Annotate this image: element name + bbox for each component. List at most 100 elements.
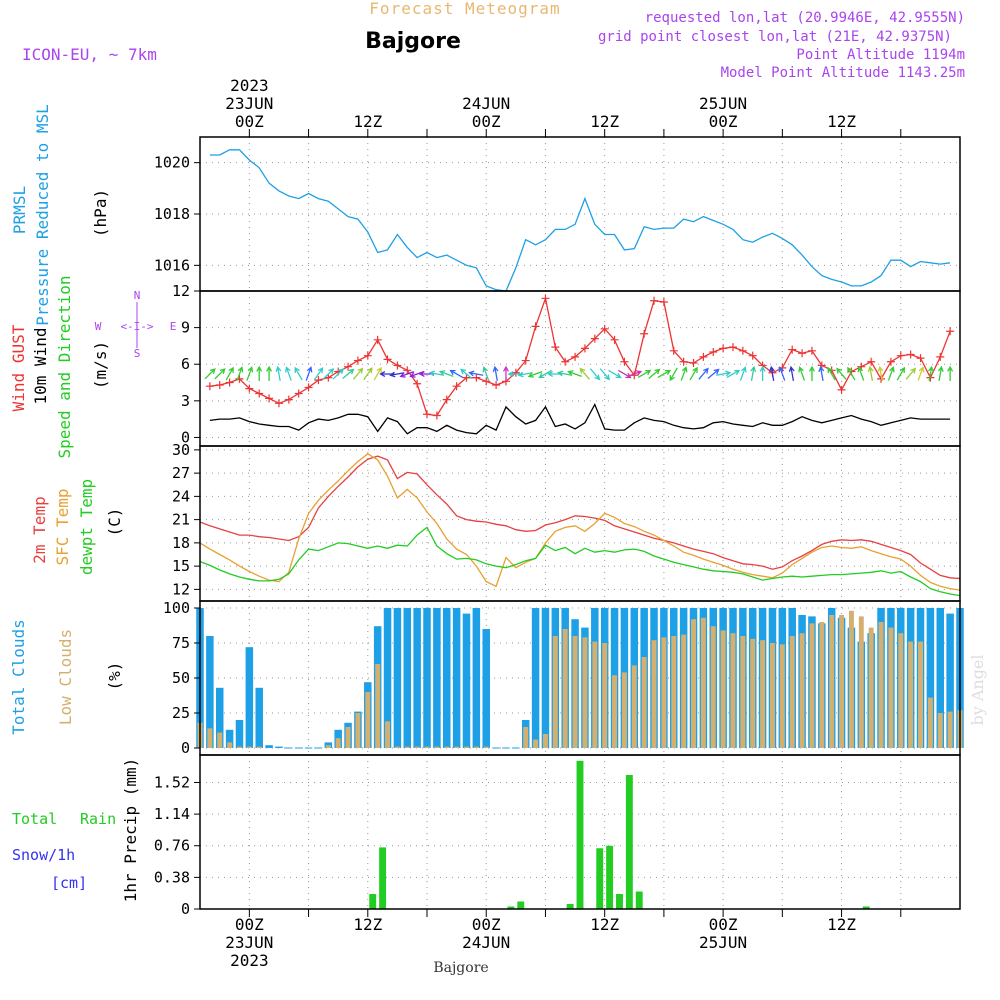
- gust-marker: [403, 366, 412, 375]
- wind-arrow: [648, 368, 661, 379]
- gust-marker: [521, 356, 530, 365]
- gust-marker: [235, 374, 244, 383]
- gust-marker: [255, 389, 264, 398]
- gust-marker: [353, 356, 362, 365]
- y-tick-label: 1.14: [154, 805, 190, 823]
- gust-marker: [314, 376, 323, 385]
- total-cloud-bar: [245, 647, 254, 748]
- low-cloud-bar: [730, 633, 736, 748]
- low-cloud-bar: [829, 615, 835, 748]
- wind-arrow: [857, 366, 865, 381]
- low-cloud-bar: [592, 641, 598, 748]
- temp-dewpt-line: [199, 526, 961, 597]
- wind-compass: N S W E <-I->: [95, 289, 177, 360]
- wind-arrow: [669, 367, 678, 382]
- gust-marker: [432, 411, 441, 420]
- pressure-label-msl: Pressure Reduced to MSL: [33, 104, 52, 326]
- wind-arrow: [778, 366, 786, 381]
- gust-marker: [363, 351, 372, 360]
- low-cloud-bar: [651, 640, 657, 748]
- compass-north: N: [134, 289, 141, 302]
- wind-arrow: [657, 369, 672, 379]
- total-cloud-bar: [403, 608, 412, 748]
- y-tick-label: 9: [181, 319, 190, 337]
- y-tick-label: 0: [181, 428, 190, 446]
- low-cloud-bar: [858, 616, 864, 748]
- wind-arrow: [827, 366, 836, 381]
- total-cloud-bar: [482, 629, 490, 748]
- low-cloud-bar: [227, 742, 233, 748]
- precip-bar: [576, 760, 584, 909]
- low-cloud-bar: [700, 617, 706, 748]
- wind-arrow: [399, 370, 415, 378]
- precip-label-rain: Rain: [80, 810, 116, 828]
- y-tick-label: 18: [172, 534, 190, 552]
- y-tick-label: 1018: [154, 205, 190, 223]
- y-tick-label: 50: [172, 669, 190, 687]
- low-cloud-bar: [256, 746, 262, 748]
- wind-arrow: [750, 365, 757, 381]
- model-altitude: Model Point Altitude 1143.25m: [721, 65, 965, 81]
- low-cloud-bar: [473, 746, 479, 748]
- pressure-unit: (hPa): [91, 189, 110, 237]
- low-cloud-bar: [918, 641, 923, 748]
- low-cloud-bar: [927, 697, 933, 748]
- x-label-bottom: 12Z: [590, 915, 619, 934]
- low-cloud-bar: [770, 643, 775, 748]
- total-cloud-bar: [413, 608, 421, 748]
- x-label-bottom: 00Z: [472, 915, 501, 934]
- low-cloud-bar: [612, 675, 618, 748]
- axis-labels: 1016101810200369121215182124273002550751…: [154, 76, 856, 970]
- gust-marker: [620, 357, 629, 366]
- wind-arrow: [698, 367, 709, 380]
- y-tick-label: 0.38: [154, 868, 190, 886]
- wind-arrow: [556, 370, 573, 377]
- gust-marker: [679, 357, 688, 366]
- gust-marker: [867, 357, 876, 366]
- station-title: Bajgore: [365, 29, 461, 54]
- low-cloud-bar: [464, 746, 469, 748]
- low-cloud-bar: [237, 746, 242, 748]
- gust-marker: [650, 296, 659, 305]
- y-tick-label: 0: [181, 739, 190, 757]
- temp-sfc-line: [199, 453, 961, 591]
- wind-arrow: [373, 366, 382, 381]
- low-cloud-bar: [671, 636, 677, 748]
- low-cloud-bar: [454, 746, 460, 748]
- x-label-bottom: 00Z: [709, 915, 738, 934]
- requested-coords: requested lon,lat (20.9946E, 42.9555N): [645, 10, 965, 26]
- wind-arrow: [214, 368, 226, 380]
- x-label-top: 12Z: [827, 112, 856, 131]
- low-cloud-bar: [681, 634, 687, 748]
- wind-arrow: [482, 366, 490, 381]
- gust-marker: [225, 378, 234, 387]
- low-cloud-bar: [355, 713, 361, 748]
- gust-marker: [413, 379, 422, 388]
- low-cloud-bar: [661, 637, 667, 748]
- x-label-bottom: 12Z: [827, 915, 856, 934]
- wind-arrow: [246, 366, 254, 381]
- total-cloud-bar: [275, 746, 283, 748]
- gust-marker: [492, 380, 501, 389]
- low-cloud-bar: [572, 636, 578, 748]
- gust-marker: [284, 395, 293, 404]
- low-cloud-bar: [345, 727, 351, 748]
- gust-marker: [294, 389, 303, 398]
- total-cloud-bar: [926, 608, 935, 748]
- low-cloud-bar: [394, 746, 400, 748]
- total-cloud-bar: [265, 745, 273, 748]
- precip-bar: [596, 848, 604, 909]
- x-label-top: 2023: [230, 76, 269, 95]
- wind-arrow: [468, 370, 484, 377]
- panel-frames: [194, 129, 961, 917]
- wind-arrow: [716, 370, 732, 377]
- low-cloud-bar: [404, 746, 410, 748]
- compass-east: E: [170, 320, 177, 333]
- gust-marker: [472, 373, 481, 382]
- wind-arrow: [332, 368, 345, 380]
- gust-marker: [393, 361, 402, 370]
- gust-marker: [936, 352, 945, 361]
- y-tick-label: 0: [181, 900, 190, 918]
- total-cloud-bar: [462, 613, 471, 748]
- wind-arrow: [877, 365, 884, 381]
